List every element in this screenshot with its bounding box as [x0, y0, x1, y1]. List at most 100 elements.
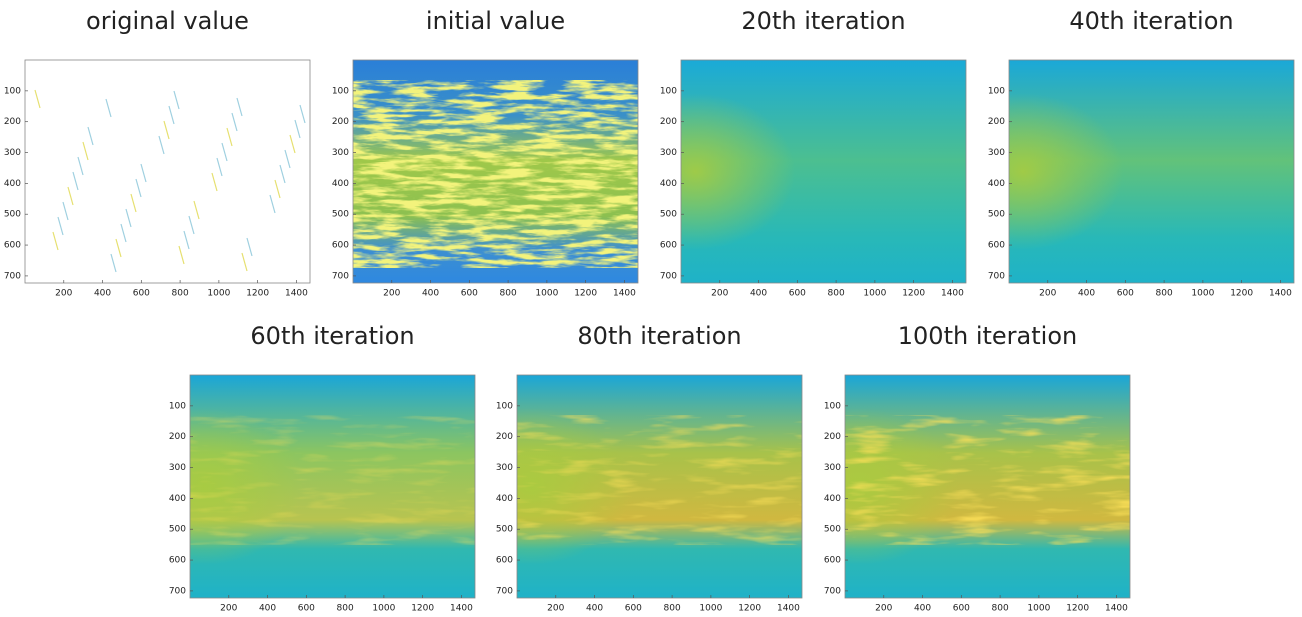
- x-tick-label: 400: [586, 604, 603, 614]
- y-tick-label: 500: [4, 210, 21, 220]
- y-tick-label: 700: [988, 271, 1005, 281]
- y-tick-label: 300: [496, 463, 513, 473]
- y-tick-label: 600: [496, 556, 513, 566]
- x-tick-label: 200: [383, 289, 400, 299]
- y-tick-label: 200: [169, 432, 186, 442]
- image-texture: [845, 415, 1130, 545]
- x-tick-label: 400: [94, 289, 111, 299]
- x-tick-label: 200: [547, 604, 564, 614]
- y-tick-label: 300: [332, 148, 349, 158]
- y-tick-label: 700: [496, 586, 513, 596]
- y-tick-label: 200: [824, 432, 841, 442]
- x-tick-label: 600: [298, 604, 315, 614]
- x-tick-label: 200: [220, 604, 237, 614]
- y-tick-label: 500: [824, 525, 841, 535]
- y-tick-label: 300: [988, 148, 1005, 158]
- x-tick-label: 800: [1156, 289, 1173, 299]
- x-tick-label: 600: [1117, 289, 1134, 299]
- y-tick-label: 700: [332, 271, 349, 281]
- y-tick-label: 400: [332, 179, 349, 189]
- panel-title: initial value: [426, 7, 565, 35]
- x-tick-label: 800: [172, 289, 189, 299]
- x-tick-label: 1000: [372, 604, 395, 614]
- x-tick-label: 600: [461, 289, 478, 299]
- y-tick-label: 500: [169, 525, 186, 535]
- y-tick-label: 600: [169, 556, 186, 566]
- x-tick-label: 1400: [613, 289, 636, 299]
- y-tick-label: 100: [332, 86, 349, 96]
- y-tick-label: 400: [660, 179, 677, 189]
- y-tick-label: 400: [496, 494, 513, 504]
- y-tick-label: 500: [660, 210, 677, 220]
- figure: original value20040060080010001200140010…: [0, 0, 1302, 617]
- y-tick-label: 100: [4, 86, 21, 96]
- x-tick-label: 1400: [450, 604, 473, 614]
- y-tick-label: 100: [496, 401, 513, 411]
- y-tick-label: 700: [169, 586, 186, 596]
- panel-title: 80th iteration: [577, 322, 741, 350]
- y-tick-label: 200: [660, 117, 677, 127]
- x-tick-label: 1400: [777, 604, 800, 614]
- x-tick-label: 1200: [902, 289, 925, 299]
- x-tick-label: 1000: [535, 289, 558, 299]
- y-tick-label: 500: [332, 210, 349, 220]
- x-tick-label: 600: [789, 289, 806, 299]
- y-tick-label: 200: [988, 117, 1005, 127]
- x-tick-label: 1000: [863, 289, 886, 299]
- x-tick-label: 800: [992, 604, 1009, 614]
- panel: 100th iteration 200 400 600 800 1000 1200 1400 1…: [824, 322, 1130, 614]
- y-tick-label: 700: [4, 271, 21, 281]
- x-tick-label: 400: [914, 604, 931, 614]
- x-tick-label: 1400: [1105, 604, 1128, 614]
- panel-title: 100th iteration: [898, 322, 1077, 350]
- x-tick-label: 1200: [246, 289, 269, 299]
- x-tick-label: 1000: [1191, 289, 1214, 299]
- image-texture: [353, 80, 638, 268]
- y-tick-label: 200: [4, 117, 21, 127]
- y-tick-label: 600: [824, 556, 841, 566]
- y-tick-label: 300: [824, 463, 841, 473]
- image-glow: [1009, 60, 1294, 283]
- x-tick-label: 1400: [285, 289, 308, 299]
- x-tick-label: 400: [422, 289, 439, 299]
- x-tick-label: 200: [711, 289, 728, 299]
- x-tick-label: 600: [953, 604, 970, 614]
- x-tick-label: 1200: [1066, 604, 1089, 614]
- x-tick-label: 400: [259, 604, 276, 614]
- y-tick-label: 500: [988, 210, 1005, 220]
- x-tick-label: 1000: [699, 604, 722, 614]
- x-tick-label: 1200: [738, 604, 761, 614]
- x-tick-label: 1400: [1269, 289, 1292, 299]
- y-tick-label: 100: [660, 86, 677, 96]
- x-tick-label: 200: [1039, 289, 1056, 299]
- y-tick-label: 300: [4, 148, 21, 158]
- image-texture: [190, 415, 475, 545]
- panel: initial value 200 400 600 800 1000 1200 1400 100…: [332, 7, 638, 299]
- x-tick-label: 200: [875, 604, 892, 614]
- y-tick-label: 600: [660, 241, 677, 251]
- x-tick-label: 1200: [1230, 289, 1253, 299]
- image-glow: [681, 60, 966, 283]
- y-tick-label: 400: [824, 494, 841, 504]
- x-tick-label: 800: [500, 289, 517, 299]
- panel-title: 20th iteration: [741, 7, 905, 35]
- x-tick-label: 400: [1078, 289, 1095, 299]
- x-tick-label: 1000: [1027, 604, 1050, 614]
- panel-title: 40th iteration: [1069, 7, 1233, 35]
- panel-title: 60th iteration: [250, 322, 414, 350]
- y-tick-label: 600: [988, 241, 1005, 251]
- image-texture: [517, 415, 802, 545]
- x-tick-label: 600: [625, 604, 642, 614]
- y-tick-label: 100: [988, 86, 1005, 96]
- x-tick-label: 1200: [574, 289, 597, 299]
- y-tick-label: 100: [824, 401, 841, 411]
- y-tick-label: 400: [988, 179, 1005, 189]
- y-tick-label: 300: [169, 463, 186, 473]
- x-tick-label: 1000: [207, 289, 230, 299]
- y-tick-label: 700: [660, 271, 677, 281]
- y-tick-label: 600: [4, 241, 21, 251]
